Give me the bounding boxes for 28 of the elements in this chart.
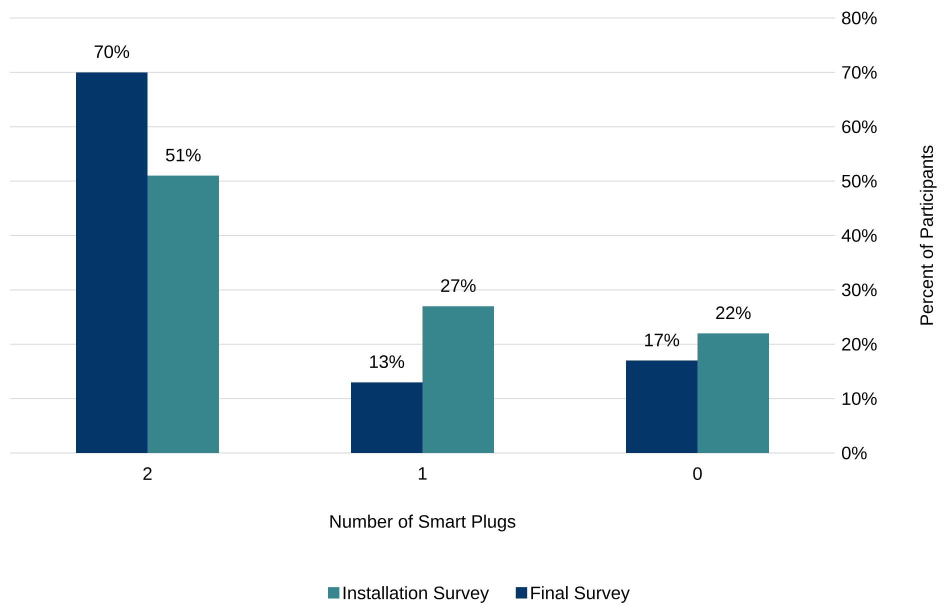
y-tick-label: 70%: [842, 66, 877, 79]
data-label: 27%: [441, 279, 476, 292]
x-tick-label: 1: [418, 467, 427, 480]
x-tick-label: 2: [143, 467, 152, 480]
data-label: 17%: [645, 334, 680, 346]
bar: [351, 382, 423, 453]
data-label: 51%: [166, 148, 201, 162]
data-label: 70%: [94, 45, 130, 58]
bar: [148, 176, 220, 453]
y-tick-label: 0%: [842, 446, 867, 460]
y-tick-label: 80%: [842, 12, 877, 24]
y-tick-label: 50%: [842, 174, 877, 188]
data-label: 22%: [716, 306, 751, 320]
y-tick-label: 40%: [842, 229, 877, 242]
bar: [76, 72, 148, 453]
data-label: 13%: [370, 355, 404, 368]
legend-label: Installation Survey: [344, 586, 490, 603]
bar: [626, 360, 698, 453]
y-tick-label: 20%: [842, 338, 877, 351]
y-tick-label: 30%: [842, 284, 877, 296]
x-tick-label: 0: [693, 467, 702, 480]
y-tick-label: 10%: [842, 392, 877, 405]
y-tick-label: 60%: [842, 120, 877, 134]
bar: [698, 333, 770, 453]
legend-label: Final Survey: [531, 586, 630, 603]
x-axis-title: Number of Smart Plugs: [330, 514, 516, 532]
bar: [422, 306, 494, 453]
y-axis-title: Percent of Participants: [920, 146, 937, 325]
